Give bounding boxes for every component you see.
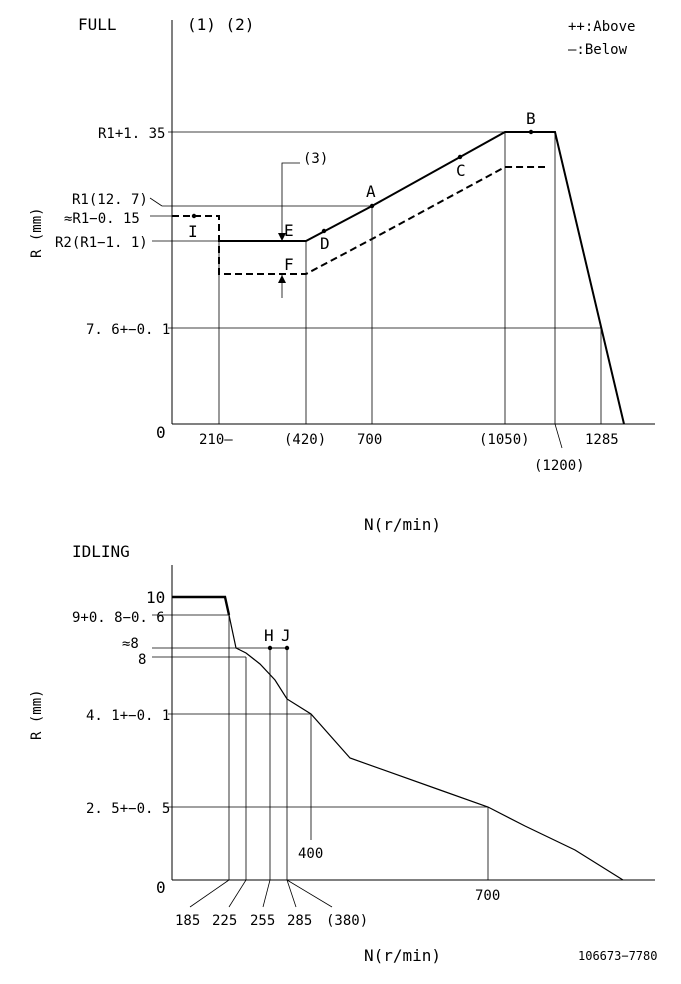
x-label-700: 700 <box>357 432 382 448</box>
iy-label-8a: ≈8 <box>122 636 139 652</box>
y-label-r2: R2(R1−1. 1) <box>55 235 148 251</box>
leader-r1-127 <box>149 197 163 207</box>
iy-label-41: 4. 1+−0. 1 <box>86 708 170 724</box>
point-c-dot <box>457 154 463 160</box>
leader-185 <box>189 879 230 908</box>
point-f-label: F <box>284 255 294 274</box>
full-notes: (1) (2) <box>187 15 254 34</box>
full-x-axis-label: N(r/min) <box>364 515 441 534</box>
point-c-label: C <box>456 161 466 180</box>
point-a-label: A <box>366 182 376 201</box>
arrow-up-icon <box>278 275 286 283</box>
y-label-r1-135: R1+1. 35 <box>98 126 165 142</box>
leader-285 <box>286 879 297 908</box>
point-h-dot <box>267 645 273 651</box>
full-y-zero: 0 <box>156 423 166 442</box>
point-d-dot <box>321 228 327 234</box>
point-i-dot <box>191 213 197 219</box>
iy-label-25: 2. 5+−0. 5 <box>86 801 170 817</box>
x-label-420: (420) <box>284 432 326 448</box>
idling-title: IDLING <box>72 542 130 561</box>
ix-label-400: 400 <box>298 846 323 862</box>
idling-y-zero: 0 <box>156 878 166 897</box>
full-chart: FULL (1) (2) ++:Above —:Below R (mm) <box>29 15 655 534</box>
point-d-label: D <box>320 234 330 253</box>
idling-curve-flat <box>172 595 231 616</box>
leader-380 <box>286 879 333 908</box>
note3-label: (3) <box>303 151 328 167</box>
full-title: FULL <box>78 15 117 34</box>
ix-label-380: (380) <box>326 913 368 929</box>
y-label-76: 7. 6+−0. 1 <box>86 322 170 338</box>
point-a-dot <box>369 203 375 209</box>
leader-1200 <box>554 423 563 449</box>
ix-label-285: 285 <box>287 913 312 929</box>
point-e-label: E <box>284 221 294 240</box>
x-label-1200: (1200) <box>534 458 585 474</box>
point-b-dot <box>528 129 534 135</box>
x-label-210: 210— <box>199 432 233 448</box>
arrow-down-icon <box>278 233 286 241</box>
note3-leader <box>281 162 300 241</box>
document-id: 106673−7780 <box>578 949 657 963</box>
x-label-1285: 1285 <box>585 432 619 448</box>
y-label-r1-127: R1(12. 7) <box>72 192 148 208</box>
idling-y-axis-label: R (mm) <box>29 689 45 740</box>
idling-curve <box>172 596 624 881</box>
point-j-label: J <box>281 626 291 645</box>
leader-255 <box>262 879 271 908</box>
x-label-1050: (1050) <box>479 432 530 448</box>
ix-label-255: 255 <box>250 913 275 929</box>
point-i-label: I <box>188 222 198 241</box>
point-h-label: H <box>264 626 274 645</box>
y-label-r1-015: ≈R1−0. 15 <box>64 211 140 227</box>
ix-label-185: 185 <box>175 913 200 929</box>
iy-label-8: 8 <box>138 652 146 668</box>
iy-label-10: 10 <box>146 588 165 607</box>
idling-chart: IDLING R (mm) H J 10 9 <box>29 542 655 965</box>
point-b-label: B <box>526 109 536 128</box>
full-curve-above <box>219 131 625 425</box>
ix-label-700: 700 <box>475 888 500 904</box>
point-j-dot <box>284 645 290 651</box>
iy-label-9: 9+0. 8−0. 6 <box>72 610 165 626</box>
full-curve-below <box>172 166 545 275</box>
legend-below: —:Below <box>568 42 628 58</box>
full-y-axis-label: R (mm) <box>29 207 45 258</box>
legend-above: ++:Above <box>568 19 635 35</box>
ix-label-225: 225 <box>212 913 237 929</box>
leader-225 <box>228 879 247 908</box>
idling-x-axis-label: N(r/min) <box>364 946 441 965</box>
